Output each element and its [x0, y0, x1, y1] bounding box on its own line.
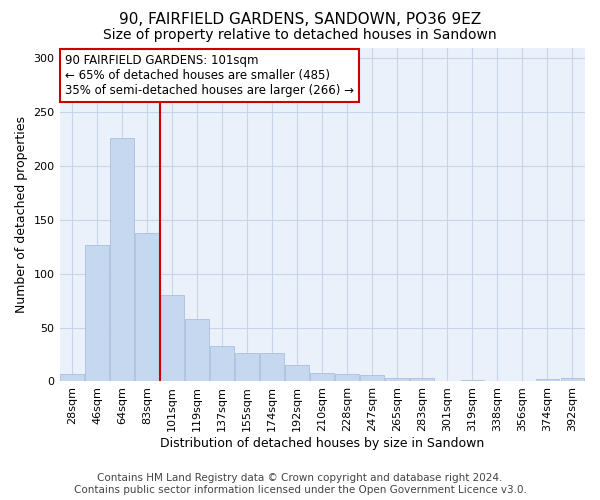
Bar: [235, 354, 259, 382]
Bar: [461, 380, 484, 382]
Bar: [85, 244, 109, 382]
Text: Contains HM Land Registry data © Crown copyright and database right 2024.
Contai: Contains HM Land Registry data © Crown c…: [74, 474, 526, 495]
Bar: [286, 366, 309, 382]
Bar: [135, 233, 159, 382]
Bar: [385, 378, 409, 382]
Bar: [160, 296, 184, 382]
Bar: [536, 380, 559, 382]
Bar: [60, 374, 84, 382]
Bar: [361, 375, 384, 382]
Bar: [310, 373, 334, 382]
X-axis label: Distribution of detached houses by size in Sandown: Distribution of detached houses by size …: [160, 437, 484, 450]
Bar: [110, 138, 134, 382]
Bar: [185, 319, 209, 382]
Bar: [560, 378, 584, 382]
Bar: [335, 374, 359, 382]
Bar: [410, 378, 434, 382]
Text: 90, FAIRFIELD GARDENS, SANDOWN, PO36 9EZ: 90, FAIRFIELD GARDENS, SANDOWN, PO36 9EZ: [119, 12, 481, 28]
Text: 90 FAIRFIELD GARDENS: 101sqm
← 65% of detached houses are smaller (485)
35% of s: 90 FAIRFIELD GARDENS: 101sqm ← 65% of de…: [65, 54, 354, 97]
Bar: [260, 354, 284, 382]
Y-axis label: Number of detached properties: Number of detached properties: [15, 116, 28, 313]
Bar: [210, 346, 234, 382]
Text: Size of property relative to detached houses in Sandown: Size of property relative to detached ho…: [103, 28, 497, 42]
